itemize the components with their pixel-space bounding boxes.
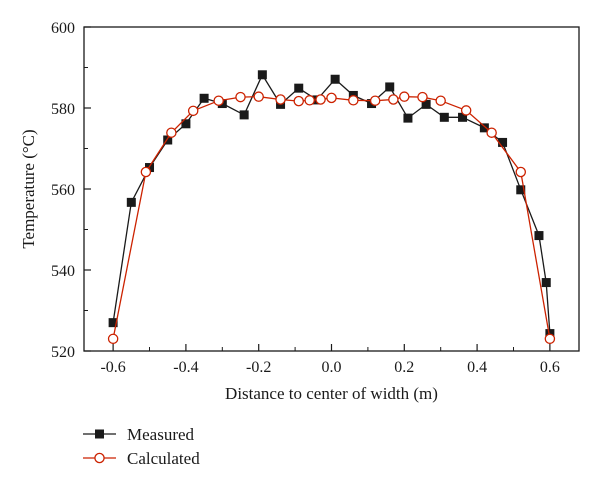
data-point-square: [163, 135, 173, 145]
legend: Measured Calculated: [83, 425, 200, 468]
data-point-circle: [486, 127, 497, 138]
legend-label: Calculated: [127, 449, 200, 468]
data-point-circle: [275, 94, 286, 105]
x-tick-label: -0.6: [100, 359, 125, 376]
data-point-circle: [235, 91, 246, 103]
data-point-square: [385, 82, 395, 92]
data-point-circle: [515, 166, 527, 178]
y-tick-label: 580: [51, 101, 75, 118]
data-point-circle: [166, 127, 177, 138]
series-line: [112, 73, 551, 334]
y-axis-title: Temperature (°C): [19, 129, 38, 248]
data-point-square: [181, 119, 191, 129]
data-point-circle: [315, 94, 326, 105]
data-point-circle: [140, 166, 152, 178]
series-line: [112, 96, 551, 340]
data-point-square: [403, 113, 413, 123]
data-point-circle: [399, 91, 410, 102]
data-point-circle: [326, 92, 337, 104]
y-tick-label: 560: [51, 182, 75, 199]
data-point-square: [126, 197, 136, 207]
data-point-circle: [107, 333, 119, 345]
legend-label: Measured: [127, 425, 195, 444]
data-point-square: [108, 318, 118, 328]
series-calculated: [107, 91, 556, 345]
data-point-square: [330, 74, 340, 84]
data-point-circle: [544, 333, 556, 345]
y-tick-label: 600: [51, 20, 75, 37]
data-point-square: [545, 329, 555, 339]
data-point-circle: [417, 91, 428, 103]
ticks: -0.6 -0.4 -0.2 0.0 0.2 0.4 0.6 520 540 560 580 600: [51, 20, 560, 376]
series-measured: [108, 70, 555, 339]
x-tick-label: -0.2: [246, 359, 271, 376]
legend-square-marker: [95, 429, 104, 439]
data-point-circle: [293, 95, 304, 107]
axis-labels: Distance to center of width (m) Temperat…: [19, 129, 438, 403]
data-point-circle: [348, 95, 359, 106]
y-tick-label: 540: [51, 263, 75, 280]
x-tick-label: 0.2: [394, 359, 414, 376]
data-point-square: [421, 99, 431, 109]
x-tick-label: -0.4: [173, 359, 198, 376]
series-layer: [107, 70, 556, 345]
data-point-square: [534, 231, 544, 241]
data-point-circle: [388, 94, 399, 105]
data-point-square: [479, 123, 489, 133]
x-tick-label: 0.4: [467, 359, 487, 376]
data-point-circle: [460, 105, 472, 116]
data-point-circle: [253, 91, 264, 102]
data-point-square: [541, 278, 551, 288]
legend-circle-marker: [94, 452, 105, 464]
x-tick-label: 0.0: [322, 359, 342, 376]
x-tick-label: 0.6: [540, 359, 560, 376]
data-point-square: [516, 185, 526, 195]
y-tick-label: 520: [51, 344, 75, 361]
data-point-circle: [435, 95, 446, 106]
data-point-square: [239, 110, 249, 120]
data-point-square: [257, 70, 267, 80]
data-point-square: [458, 112, 468, 122]
data-point-circle: [369, 95, 381, 106]
x-axis-title: Distance to center of width (m): [225, 384, 438, 403]
data-point-circle: [213, 95, 224, 106]
data-point-square: [498, 137, 508, 147]
data-point-circle: [187, 105, 199, 117]
data-point-square: [439, 112, 449, 122]
data-point-square: [199, 93, 209, 103]
data-point-circle: [304, 95, 315, 106]
data-point-square: [294, 83, 304, 93]
